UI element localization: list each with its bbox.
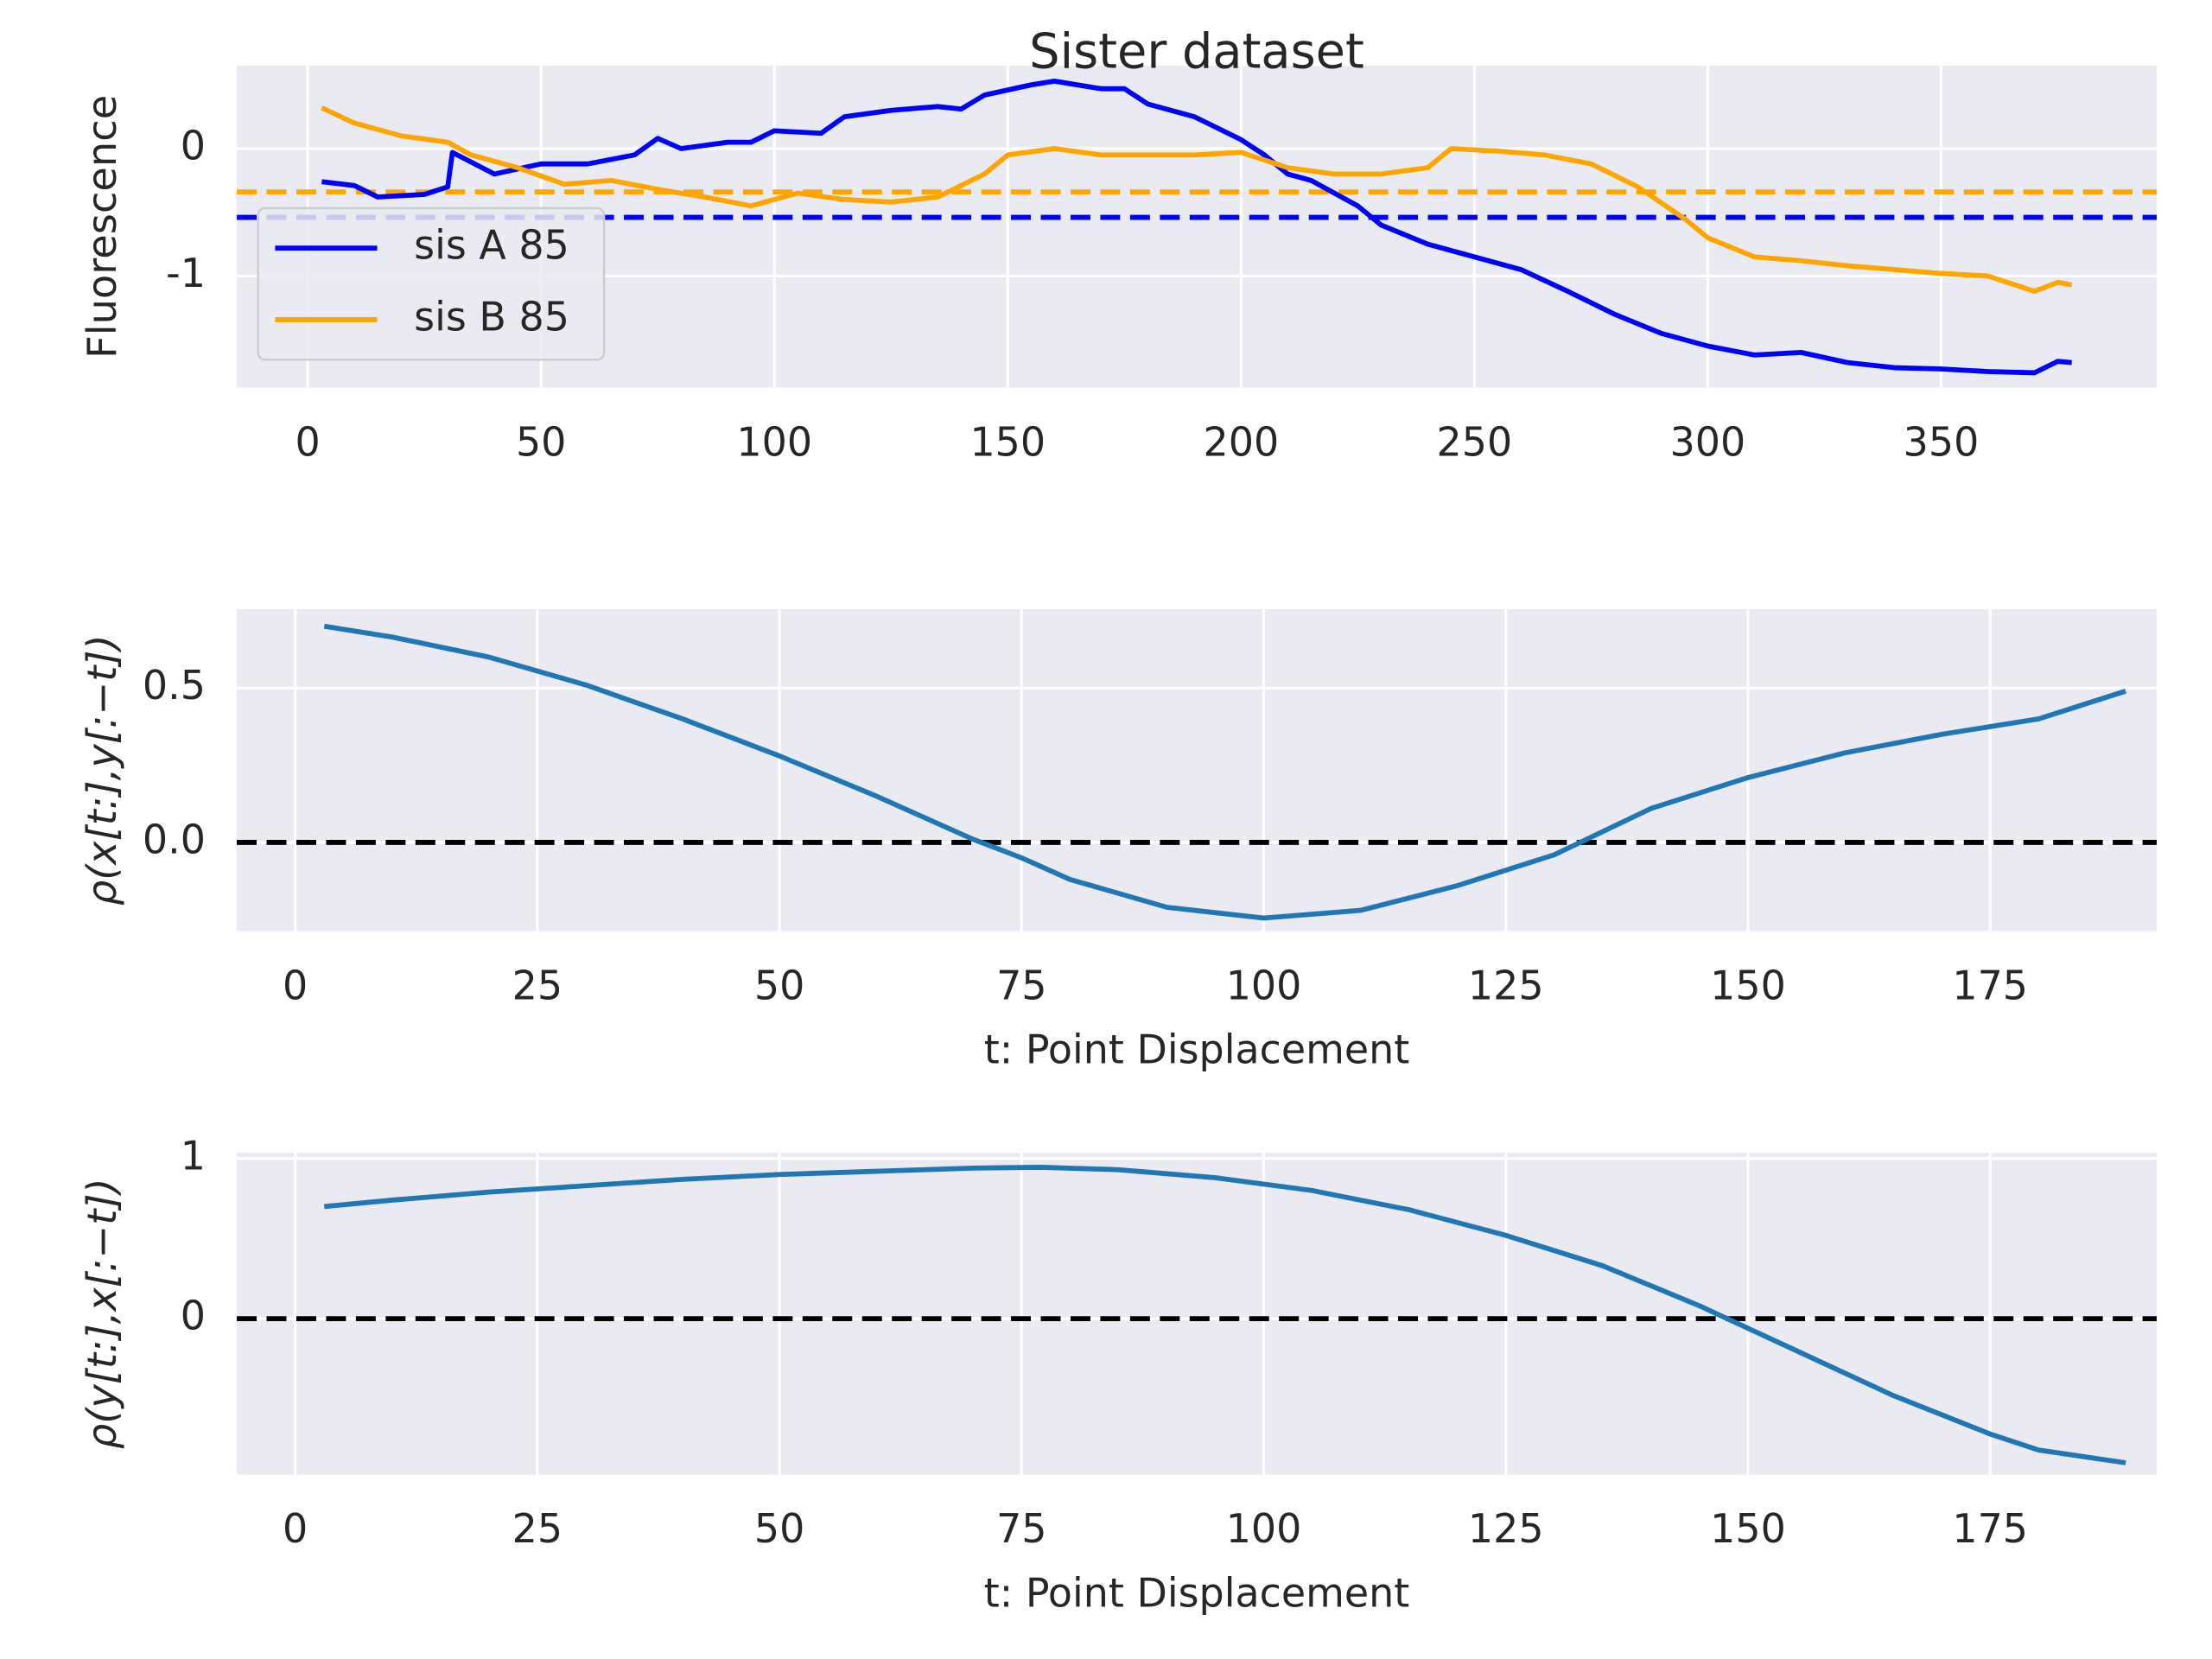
axes-background: [237, 1153, 2157, 1475]
series-line: [324, 1165, 2126, 1465]
legend-label: sis B 85: [414, 293, 569, 340]
x-tick-label: 125: [1468, 1505, 1544, 1552]
x-tick-label: 50: [754, 1505, 804, 1552]
x-tick-label: 25: [512, 1505, 563, 1552]
x-tick-label: 175: [1952, 1505, 2028, 1552]
x-tick-label: 250: [1437, 418, 1513, 465]
x-tick-label: 125: [1468, 962, 1544, 1008]
x-tick-label: 200: [1204, 418, 1280, 465]
y-axis-label: ρ(y[t:],x[:−t]): [79, 1178, 125, 1449]
x-tick-label: 0: [296, 418, 321, 465]
series-line: [321, 78, 2072, 376]
x-tick-label: 100: [736, 418, 812, 465]
x-tick-label: 175: [1952, 962, 2028, 1008]
x-tick-label: 150: [1710, 962, 1786, 1008]
x-tick-label: 150: [1710, 1505, 1786, 1552]
y-tick-label: 1: [181, 1132, 206, 1179]
x-tick-label: 25: [512, 962, 563, 1008]
x-tick-label: 300: [1670, 418, 1746, 465]
x-tick-label: 100: [1226, 962, 1302, 1008]
y-tick-label: 0.0: [143, 816, 206, 862]
y-axis-label: ρ(x[t:],y[:−t]): [79, 634, 125, 906]
x-tick-label: 50: [516, 418, 566, 465]
x-tick-label: 0: [283, 1505, 308, 1552]
y-tick-label: 0: [181, 1292, 206, 1338]
x-tick-label: 150: [969, 418, 1046, 465]
x-axis-label: t: Point Displacement: [984, 1027, 1409, 1073]
x-tick-label: 0: [283, 962, 308, 1008]
series-line: [321, 105, 2073, 294]
y-tick-label: 0: [181, 122, 206, 168]
x-axis-label: t: Point Displacement: [984, 1570, 1409, 1617]
series-line: [323, 623, 2126, 921]
x-tick-label: 100: [1226, 1505, 1302, 1552]
x-tick-label: 75: [996, 962, 1046, 1008]
x-tick-label: 350: [1904, 418, 1980, 465]
y-tick-label: 0.5: [143, 662, 206, 709]
x-tick-label: 50: [754, 962, 804, 1008]
y-tick-label: -1: [166, 250, 206, 296]
x-tick-label: 75: [996, 1505, 1046, 1552]
legend-label: sis A 85: [414, 222, 569, 269]
y-axis-label: Fluorescence: [79, 95, 125, 359]
chart-title: Sister dataset: [1029, 23, 1364, 79]
axes-background: [237, 609, 2157, 931]
